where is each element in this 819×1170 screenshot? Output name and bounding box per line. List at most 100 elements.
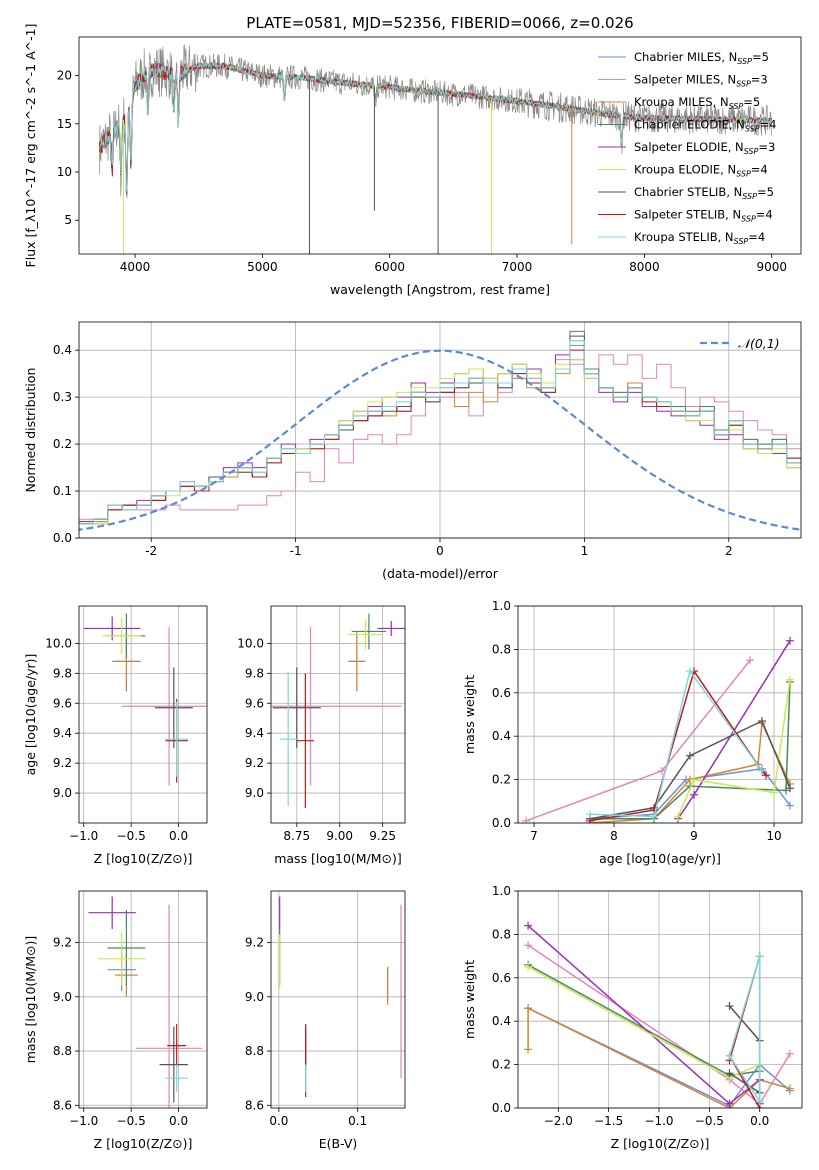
legend-n-prefix: , N: [720, 163, 736, 177]
legend-label: Chabrier ELODIE: [634, 118, 729, 132]
weight-series-line: [728, 955, 761, 1104]
spectrum-xtick-label: 6000: [374, 260, 405, 274]
legend-label: Chabrier MILES: [634, 50, 721, 64]
mass-ebv-ytick-label: 9.2: [245, 936, 264, 950]
spectrum-ytick-label: 10: [57, 165, 72, 179]
age-Z-ytick-label: 9.4: [53, 726, 72, 740]
spectrum-frame: [78, 36, 802, 255]
histogram-series-step: [79, 354, 801, 525]
weight-age-xtick-label: 8: [610, 829, 618, 843]
spectrum-ytick-label: 20: [57, 69, 72, 83]
age-Z-ytick-label: 9.2: [53, 756, 72, 770]
age-mass-frame: [270, 605, 406, 824]
residuals-xtick-label: 1: [581, 544, 589, 558]
spectrum-xtick-label: 9000: [756, 260, 787, 274]
legend-n-value: =5: [752, 50, 769, 64]
mass-Z-ytick-label: 9.0: [53, 990, 72, 1004]
histogram-series-step: [79, 349, 801, 523]
weight-series-line: [525, 659, 751, 822]
weight-series-line: [589, 669, 767, 822]
legend-n-prefix: , N: [721, 50, 737, 64]
weight-age-frame: [517, 605, 803, 824]
residuals-panel: -2 -1 0 1 2 0.0 0.1 0.2 0.3 0.4 (data-model)/error…: [23, 321, 802, 581]
age-mass-xtick-label: 9.25: [369, 829, 396, 843]
weight-age-xtick-label: 10: [766, 829, 781, 843]
mass-ebv-ytick-label: 8.8: [245, 1044, 264, 1058]
legend-n-subscript: SSP: [734, 237, 749, 246]
legend-label: Salpeter STELIB: [634, 208, 725, 222]
legend-label: Kroupa STELIB: [634, 230, 718, 244]
mass-ebv-ytick-label: 9.0: [245, 990, 264, 1004]
histogram-series-step: [79, 354, 801, 520]
legend-n-subscript: SSP: [741, 215, 756, 224]
mass-ebv-plot-area: [279, 896, 402, 1098]
legend-n-subscript: SSP: [736, 170, 751, 179]
age-mass-xtick-label: 9.00: [326, 829, 353, 843]
weight-age-ytick-label: 0.0: [492, 816, 511, 830]
residuals-ytick-label: 0.0: [53, 531, 72, 545]
weight-age-ytick-label: 0.4: [492, 729, 511, 743]
histogram-series-step: [79, 340, 801, 525]
weight-age-ytick-label: 0.8: [492, 642, 511, 656]
residuals-ytick-label: 0.3: [53, 390, 72, 404]
mass-ebv-panel: 0.0 0.1 8.6 8.8 9.0 9.2 E(B-V): [245, 890, 406, 1151]
mass-Z-xtick-label: −0.5: [117, 1114, 146, 1128]
weight-Z-xtick-label: −2.0: [544, 1114, 573, 1128]
mass-Z-plot-area: [88, 896, 203, 1108]
histogram-series-step: [79, 344, 801, 525]
legend-n-subscript: SSP: [745, 125, 760, 134]
legend-n-subscript: SSP: [744, 147, 759, 156]
legend-n-value: =5: [743, 95, 760, 109]
figure-title: PLATE=0581, MJD=52356, FIBERID=0066, z=0…: [246, 14, 633, 32]
legend-entry: Kroupa ELODIE, NSSP=4: [634, 163, 768, 179]
age-mass-ytick-label: 9.2: [245, 756, 264, 770]
spectrum-xtick-label: 5000: [247, 260, 278, 274]
mass-Z-ylabel: mass [log10(M/M⊙)]: [23, 936, 38, 1064]
spectrum-panel: 4000 5000 6000 7000 8000 9000 5 10 15 20 wavelengt…: [23, 24, 802, 297]
weight-Z-ytick-label: 0.6: [492, 971, 511, 985]
weight-age-xtick-label: 7: [530, 829, 538, 843]
mass-ebv-xlabel: E(B-V): [319, 1136, 358, 1151]
residuals-plot-area: [79, 330, 801, 531]
residuals-xlabel: (data-model)/error: [382, 566, 499, 581]
gaussian-legend-label: 𝒩(0,1): [738, 336, 780, 351]
spectrum-xtick-label: 4000: [120, 260, 151, 274]
residuals-ylabel: Normed distribution: [23, 368, 38, 493]
legend-n-prefix: , N: [718, 230, 734, 244]
legend-n-subscript: SSP: [736, 80, 751, 89]
mass-ebv-xtick-label: 0.1: [348, 1114, 367, 1128]
residuals-frame: [78, 321, 802, 539]
age-Z-panel: −1.0 −0.5 0.0 9.0 9.2 9.4 9.6 9.8 10.0 Z [log10(Z…: [23, 605, 208, 866]
age-mass-panel: 8.75 9.00 9.25 9.0 9.2 9.4 9.6 9.8 10.0 mass [log…: [237, 605, 406, 866]
age-mass-plot-area: [271, 613, 405, 809]
legend-n-value: =3: [751, 73, 768, 87]
age-Z-xtick-label: −0.5: [117, 829, 146, 843]
mass-Z-xlabel: Z [log10(Z/Z⊙)]: [94, 1136, 193, 1151]
legend-entry: Chabrier ELODIE, NSSP=4: [634, 118, 776, 134]
weight-series-line: [677, 679, 791, 817]
histogram-series-step: [79, 335, 801, 525]
legend-n-subscript: SSP: [729, 102, 744, 111]
mass-ebv-xtick-label: 0.0: [269, 1114, 288, 1128]
age-Z-frame: [78, 605, 208, 824]
residuals-ytick-label: 0.2: [53, 437, 72, 451]
mass-Z-xtick-label: 0.0: [169, 1114, 188, 1128]
weight-Z-ytick-label: 0.2: [492, 1058, 511, 1072]
mass-Z-panel: −1.0 −0.5 0.0 8.6 8.8 9.0 9.2 Z [log10(Z/Z⊙)] ma…: [23, 890, 208, 1151]
legend-n-value: =5: [757, 185, 774, 199]
age-Z-xtick-label: −1.0: [69, 829, 98, 843]
spectrum-xlabel: wavelength [Angstrom, rest frame]: [330, 282, 550, 297]
weight-Z-frame: [517, 890, 803, 1109]
weight-series-line: [527, 1006, 791, 1108]
age-mass-ytick-label: 10.0: [237, 636, 264, 650]
legend-n-value: =4: [756, 208, 773, 222]
weight-Z-xlabel: Z [log10(Z/Z⊙)]: [611, 1136, 710, 1151]
mass-ebv-frame: [270, 890, 406, 1109]
spectrum-ylabel: Flux [f_λ10^-17 erg cm^-2 s^-1 A^-1]: [23, 24, 38, 268]
weight-age-plot-area: [522, 636, 794, 823]
legend-n-prefix: , N: [725, 208, 741, 222]
spectrum-ytick-label: 5: [64, 213, 72, 227]
legend-n-subscript: SSP: [742, 192, 757, 201]
